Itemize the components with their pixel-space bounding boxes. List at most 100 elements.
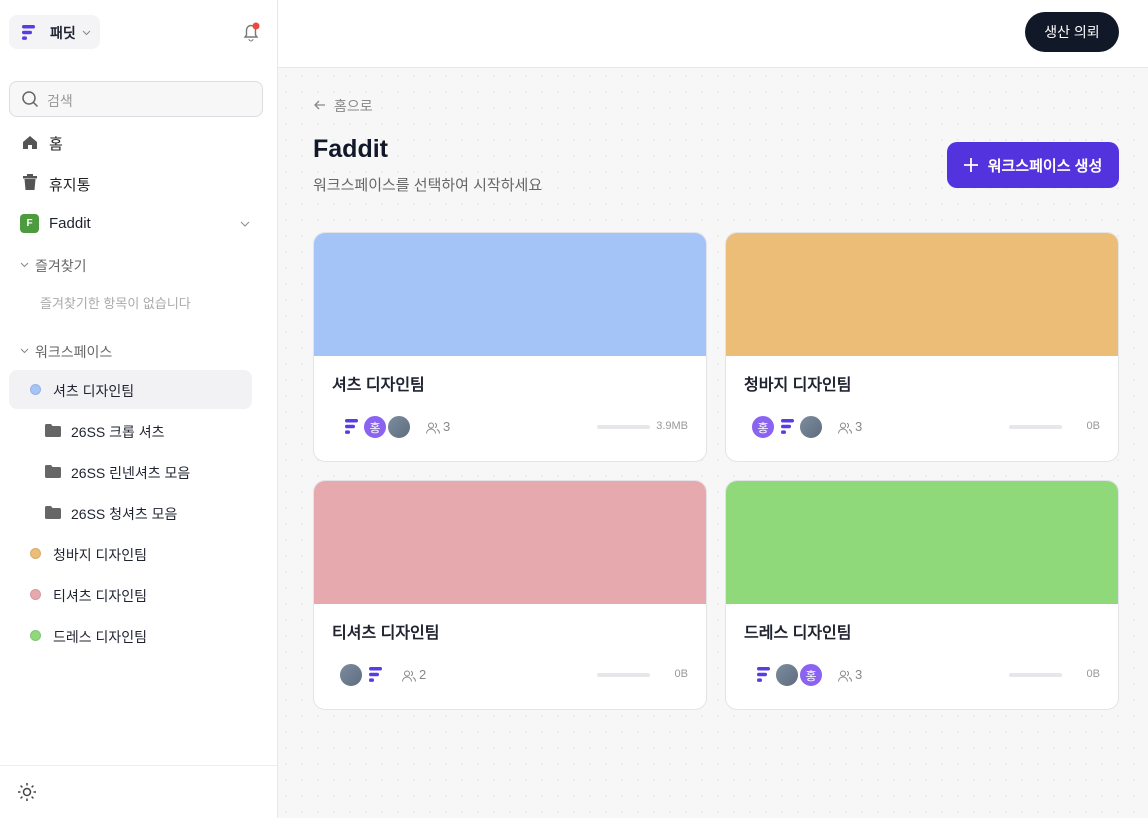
folder-glyph <box>45 465 61 478</box>
people-icon <box>838 421 852 439</box>
card-cover <box>726 481 1118 604</box>
brand-name: 패딧 <box>50 25 76 41</box>
create-workspace-button[interactable]: 워크스페이스 생성 <box>947 142 1119 188</box>
chevron <box>82 30 91 36</box>
member-avatar <box>757 667 773 683</box>
back-label: 홈으로 <box>334 98 373 114</box>
chevron <box>20 348 29 354</box>
workspace-name: 티셔츠 디자인팀 <box>53 588 148 604</box>
storage-size: 0B <box>1086 668 1100 680</box>
notification-bell[interactable] <box>240 21 262 43</box>
trash-icon <box>23 174 37 190</box>
group-badge: F <box>20 214 39 233</box>
workspace-item[interactable]: 드레스 디자인팀 <box>9 616 252 655</box>
chevron <box>240 221 250 227</box>
divider <box>0 765 277 766</box>
workspace-card[interactable]: 티셔츠 디자인팀 2 0B <box>313 480 707 710</box>
logo-glyph <box>781 419 794 434</box>
card-title: 티셔츠 디자인팀 <box>332 625 440 642</box>
member-avatar <box>345 419 361 435</box>
storage-size: 0B <box>1086 420 1100 432</box>
folder-item[interactable]: 26SS 크롭 셔츠 <box>9 411 252 450</box>
workspace-dot <box>30 589 41 600</box>
folder-icon <box>45 424 61 442</box>
member-avatar <box>369 667 385 683</box>
folder-item[interactable]: 26SS 청셔츠 모음 <box>9 493 252 532</box>
workspace-name: 드레스 디자인팀 <box>53 629 148 645</box>
main-content: 홈으로 Faddit 워크스페이스를 선택하여 시작하세요 워크스페이스 생성 … <box>278 68 1148 818</box>
storage-bar <box>597 425 650 429</box>
workspace-card[interactable]: 셔츠 디자인팀 홍 3 3.9MB <box>313 232 707 462</box>
folder-name: 26SS 청셔츠 모음 <box>71 506 178 522</box>
empty-message: 즐겨찾기한 항목이 없습니다 <box>40 296 191 311</box>
workspace-item[interactable]: 청바지 디자인팀 <box>9 534 252 573</box>
storage-size: 0B <box>674 668 688 680</box>
member-avatar: 홍 <box>750 414 776 440</box>
member-count: 2 <box>419 667 427 682</box>
member-avatar: 홍 <box>798 662 824 688</box>
card-title: 셔츠 디자인팀 <box>332 377 425 394</box>
member-avatar <box>774 662 800 688</box>
logo-glyph <box>757 667 770 682</box>
workspace-dot <box>30 548 41 559</box>
workspace-group[interactable]: F Faddit <box>20 212 260 236</box>
card-title: 드레스 디자인팀 <box>744 625 852 642</box>
member-count: 3 <box>855 419 863 434</box>
group-name: Faddit <box>49 215 91 232</box>
top-bar: 생산 의뢰 <box>278 0 1148 68</box>
button-label: 워크스페이스 생성 <box>987 157 1103 175</box>
search-box[interactable]: 검색 <box>9 81 263 117</box>
card-title: 청바지 디자인팀 <box>744 377 852 394</box>
folder-icon <box>45 465 61 483</box>
home-icon <box>23 136 37 149</box>
people-glyph <box>426 422 440 434</box>
logo-glyph <box>345 419 358 434</box>
brand-switcher[interactable]: 패딧 <box>9 15 100 49</box>
section-title[interactable]: 즐겨찾기 <box>35 258 87 274</box>
folder-item[interactable]: 26SS 린넨셔츠 모음 <box>9 452 252 491</box>
folder-name: 26SS 크롭 셔츠 <box>71 424 165 440</box>
people-glyph <box>402 670 416 682</box>
member-avatar <box>386 414 412 440</box>
workspace-name: 청바지 디자인팀 <box>53 547 148 563</box>
folder-name: 26SS 린넨셔츠 모음 <box>71 465 191 481</box>
storage-bar <box>597 673 650 677</box>
request-button[interactable]: 생산 의뢰 <box>1025 12 1119 52</box>
page-subtitle: 워크스페이스를 선택하여 시작하세요 <box>313 177 543 194</box>
chevron <box>20 262 29 268</box>
member-count: 3 <box>443 419 451 434</box>
nav-label: 휴지통 <box>49 177 91 194</box>
search-icon <box>22 91 39 108</box>
folder-icon <box>45 506 61 524</box>
storage-size: 3.9MB <box>656 420 688 432</box>
people-glyph <box>838 422 852 434</box>
storage-bar <box>1009 673 1062 677</box>
people-glyph <box>838 670 852 682</box>
card-cover <box>726 233 1118 356</box>
card-cover <box>314 481 706 604</box>
theme-toggle[interactable] <box>17 782 37 802</box>
section-title[interactable]: 워크스페이스 <box>35 344 113 360</box>
brand-logo <box>22 25 35 40</box>
workspace-name: 셔츠 디자인팀 <box>53 383 135 399</box>
search-placeholder: 검색 <box>47 93 73 109</box>
folder-glyph <box>45 424 61 437</box>
nav-trash[interactable]: 휴지통 <box>20 171 260 195</box>
logo-glyph <box>369 667 382 682</box>
plus-icon <box>963 158 978 172</box>
member-avatar <box>338 662 364 688</box>
workspace-dot <box>30 384 41 395</box>
member-avatar <box>781 419 797 435</box>
nav-label: 홈 <box>49 136 63 153</box>
member-count: 3 <box>855 667 863 682</box>
nav-home[interactable]: 홈 <box>20 130 260 154</box>
people-icon <box>838 669 852 687</box>
page-title: Faddit <box>313 135 388 163</box>
people-icon <box>426 421 440 439</box>
workspace-item[interactable]: 티셔츠 디자인팀 <box>9 575 252 614</box>
people-icon <box>402 669 416 687</box>
workspace-item[interactable]: 셔츠 디자인팀 <box>9 370 252 409</box>
